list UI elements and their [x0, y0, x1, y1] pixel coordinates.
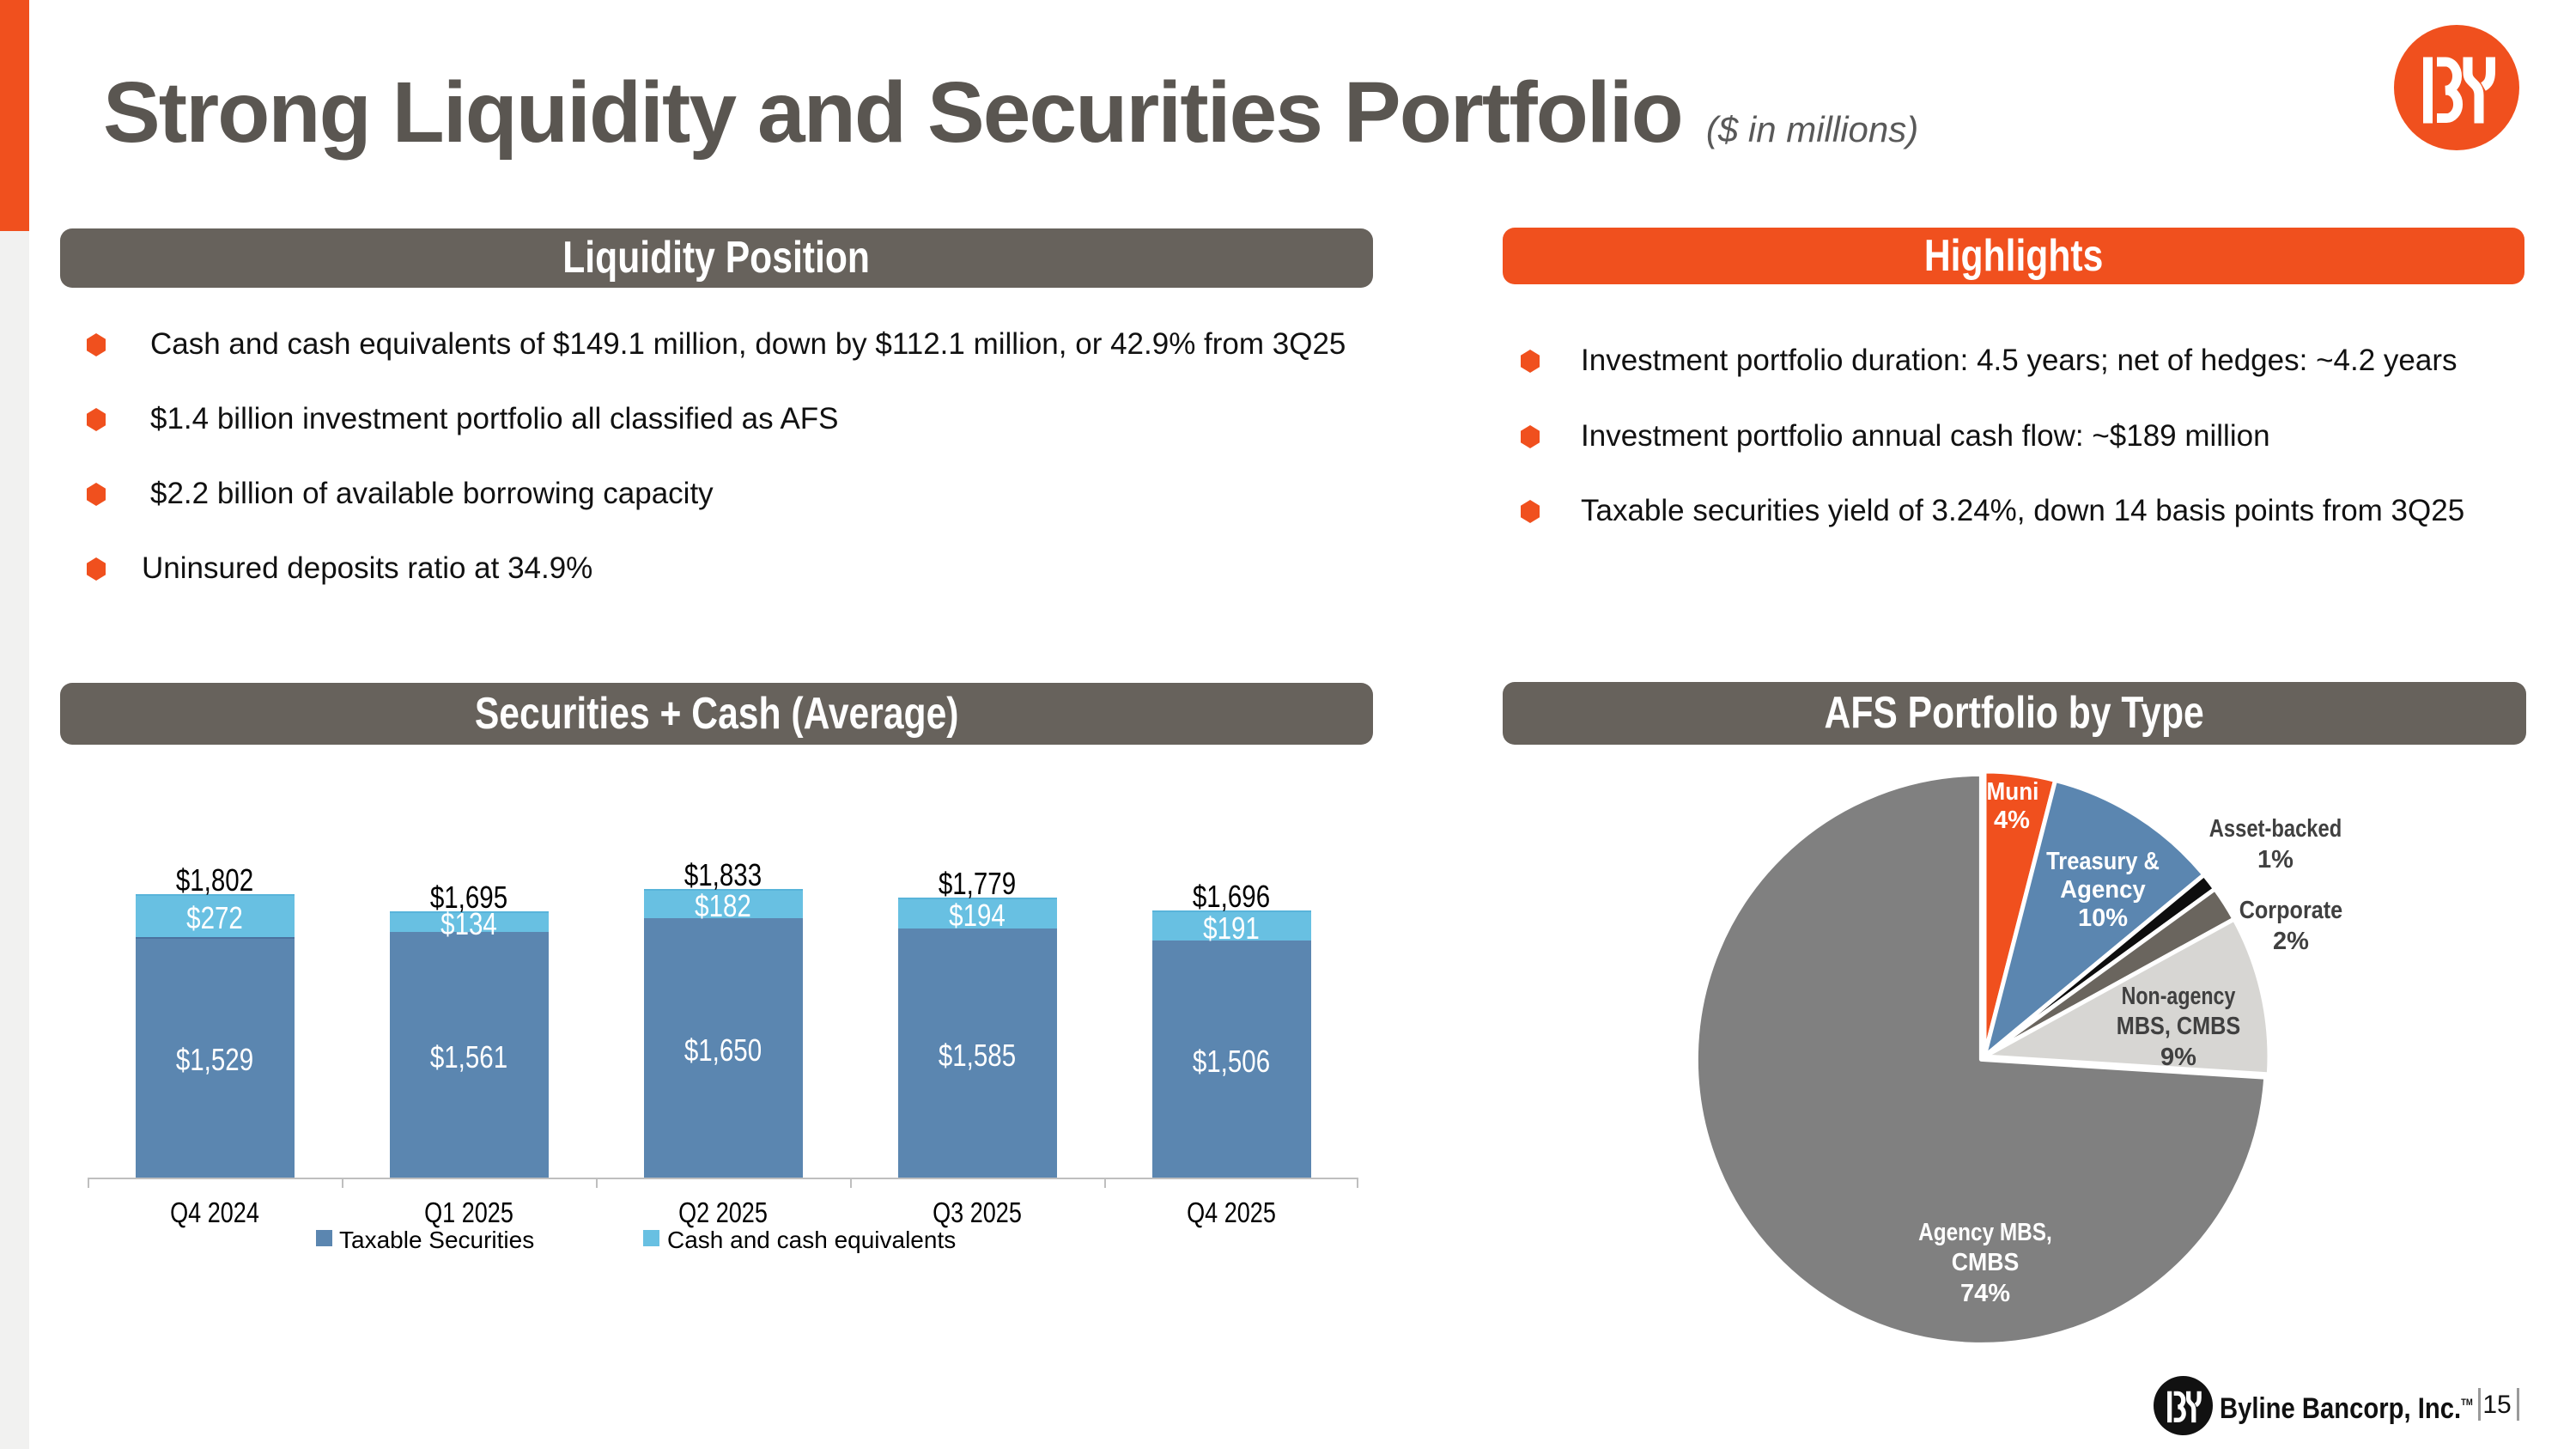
svg-text:Agency: Agency	[2060, 874, 2146, 903]
svg-text:9%: 9%	[2160, 1044, 2196, 1071]
svg-text:MBS, CMBS: MBS, CMBS	[2117, 1011, 2240, 1039]
svg-text:74%: 74%	[1960, 1280, 2010, 1307]
svg-text:1%: 1%	[2257, 846, 2293, 874]
svg-text:10%: 10%	[2078, 904, 2128, 932]
svg-text:CMBS: CMBS	[1952, 1248, 2020, 1275]
svg-text:Corporate: Corporate	[2239, 895, 2343, 923]
svg-text:Muni: Muni	[1987, 777, 2039, 806]
svg-text:4%: 4%	[1994, 807, 2030, 834]
svg-text:Asset-backed: Asset-backed	[2209, 814, 2342, 843]
svg-text:Treasury &: Treasury &	[2046, 846, 2160, 874]
svg-text:2%: 2%	[2273, 928, 2309, 955]
svg-text:Non-agency: Non-agency	[2122, 981, 2236, 1009]
svg-text:Agency MBS,: Agency MBS,	[1918, 1218, 2052, 1245]
